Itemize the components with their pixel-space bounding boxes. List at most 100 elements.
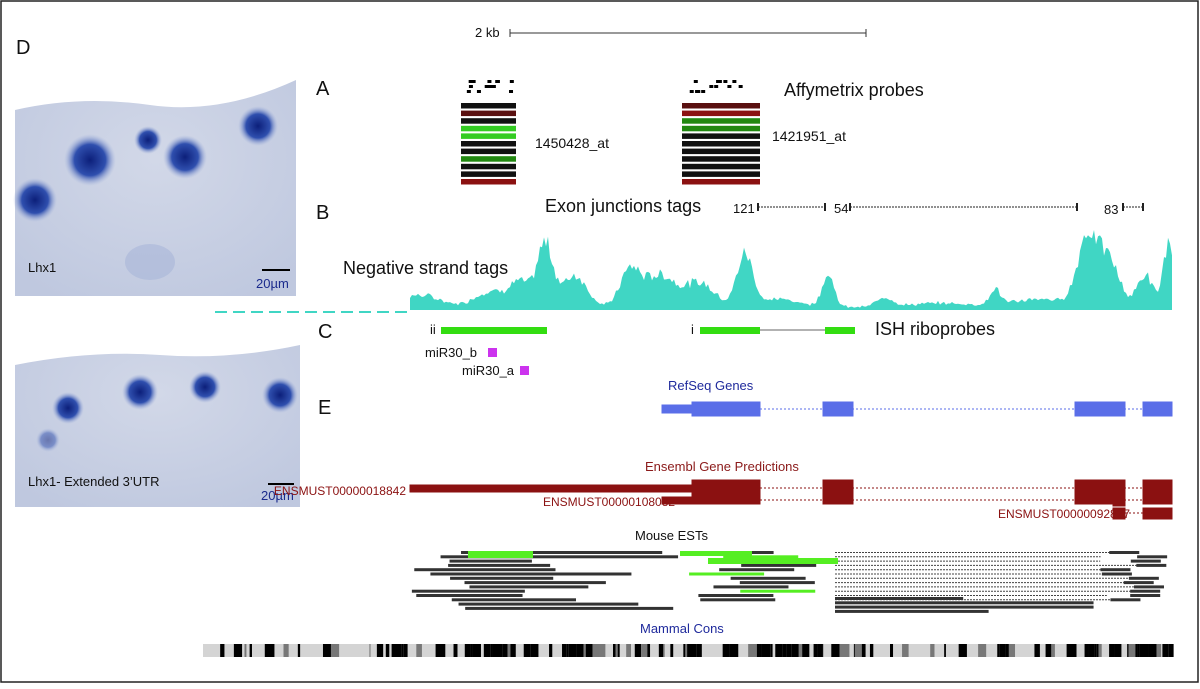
panel-label: C (318, 321, 332, 343)
track-title: Affymetrix probes (784, 80, 924, 100)
est (469, 585, 589, 589)
cons-block (999, 644, 1006, 657)
probe-row (461, 125, 516, 132)
cons-block (1156, 644, 1162, 657)
track-title: ISH riboprobes (875, 319, 995, 339)
est (430, 572, 632, 576)
cons-block (1109, 644, 1115, 657)
cons-block (761, 644, 771, 657)
micrograph: Lhx1 20µm (13, 68, 296, 296)
cons-block (576, 644, 584, 657)
riboprobe (700, 327, 760, 334)
cons-block (817, 644, 823, 657)
est (468, 551, 533, 558)
panel-label: D (16, 37, 30, 59)
cons-block (902, 644, 909, 657)
cons-block (1128, 644, 1136, 657)
probe-set (461, 80, 516, 185)
probe-dot (471, 80, 476, 83)
est (723, 555, 799, 559)
est (461, 551, 663, 554)
probe-dot (466, 90, 471, 93)
cons-block (585, 644, 593, 657)
probe-dot (732, 80, 737, 83)
est (708, 558, 838, 564)
probe-dot (716, 80, 721, 83)
probe-row (682, 148, 760, 155)
est (713, 585, 789, 589)
cons-block (376, 644, 384, 657)
probe-dot (709, 85, 714, 88)
scale-bar-label: 2 kb (475, 25, 500, 40)
est (448, 563, 551, 567)
cons-block (890, 644, 894, 657)
est (1136, 563, 1167, 567)
probe-dot (468, 85, 473, 88)
cons-block (1168, 644, 1174, 657)
cons-block (523, 644, 531, 657)
cons-block (1114, 644, 1122, 657)
cons-block (369, 644, 371, 657)
cons-block (283, 644, 289, 657)
cons-block (483, 644, 491, 657)
cons-block (1139, 644, 1149, 657)
cons-block (330, 644, 340, 657)
est (416, 594, 523, 597)
est (835, 609, 989, 613)
est (1137, 555, 1168, 559)
cons-block (599, 644, 606, 657)
cons-block (634, 644, 642, 657)
cons-block (978, 644, 987, 657)
cons-block (685, 644, 688, 657)
est (835, 605, 1094, 609)
est-track (411, 551, 1168, 613)
est (835, 597, 964, 600)
cons-block (699, 644, 702, 657)
est (1100, 568, 1131, 572)
scale-label: 20µm (261, 488, 294, 503)
panel-label: B (316, 202, 329, 224)
est (449, 559, 532, 563)
refseq-gene (661, 401, 1173, 417)
probe-row (682, 171, 760, 177)
cons-block (791, 644, 799, 657)
cons-block (1045, 644, 1052, 657)
est (700, 598, 776, 602)
riboprobe (441, 327, 547, 334)
probe-dot (701, 90, 706, 93)
track-title: Mouse ESTs (635, 528, 708, 543)
est (698, 594, 774, 597)
cons-block (435, 644, 446, 657)
cons-block (249, 644, 252, 657)
est (1130, 594, 1161, 597)
est (450, 576, 554, 580)
cons-block (416, 644, 422, 657)
cons-block (403, 644, 408, 657)
cons-block (1127, 644, 1129, 657)
conservation-track (203, 644, 1174, 657)
cons-block (861, 644, 866, 657)
est (458, 602, 639, 606)
probe-row (461, 141, 516, 147)
probe-row (461, 171, 516, 177)
cons-block (658, 644, 664, 657)
est (741, 563, 817, 567)
cons-block (944, 644, 946, 657)
cons-block (562, 644, 567, 657)
cons-block (756, 644, 760, 657)
probe-dot (714, 85, 719, 88)
micrograph: Lhx1- Extended 3’UTR 20µm (15, 318, 300, 507)
mirna-label: miR30_b (425, 345, 477, 360)
transcript-label: ENSMUST00000092827 (998, 507, 1130, 521)
riboprobe-label: ii (430, 322, 436, 337)
probe-row (461, 163, 516, 170)
probe-row (682, 110, 760, 117)
cons-block (568, 644, 577, 657)
probe-row (682, 133, 760, 139)
cons-block (722, 644, 730, 657)
est (740, 589, 816, 593)
coverage (410, 230, 1172, 310)
cons-block (472, 644, 481, 657)
probe-row (682, 103, 760, 109)
probe-dot (509, 90, 514, 93)
